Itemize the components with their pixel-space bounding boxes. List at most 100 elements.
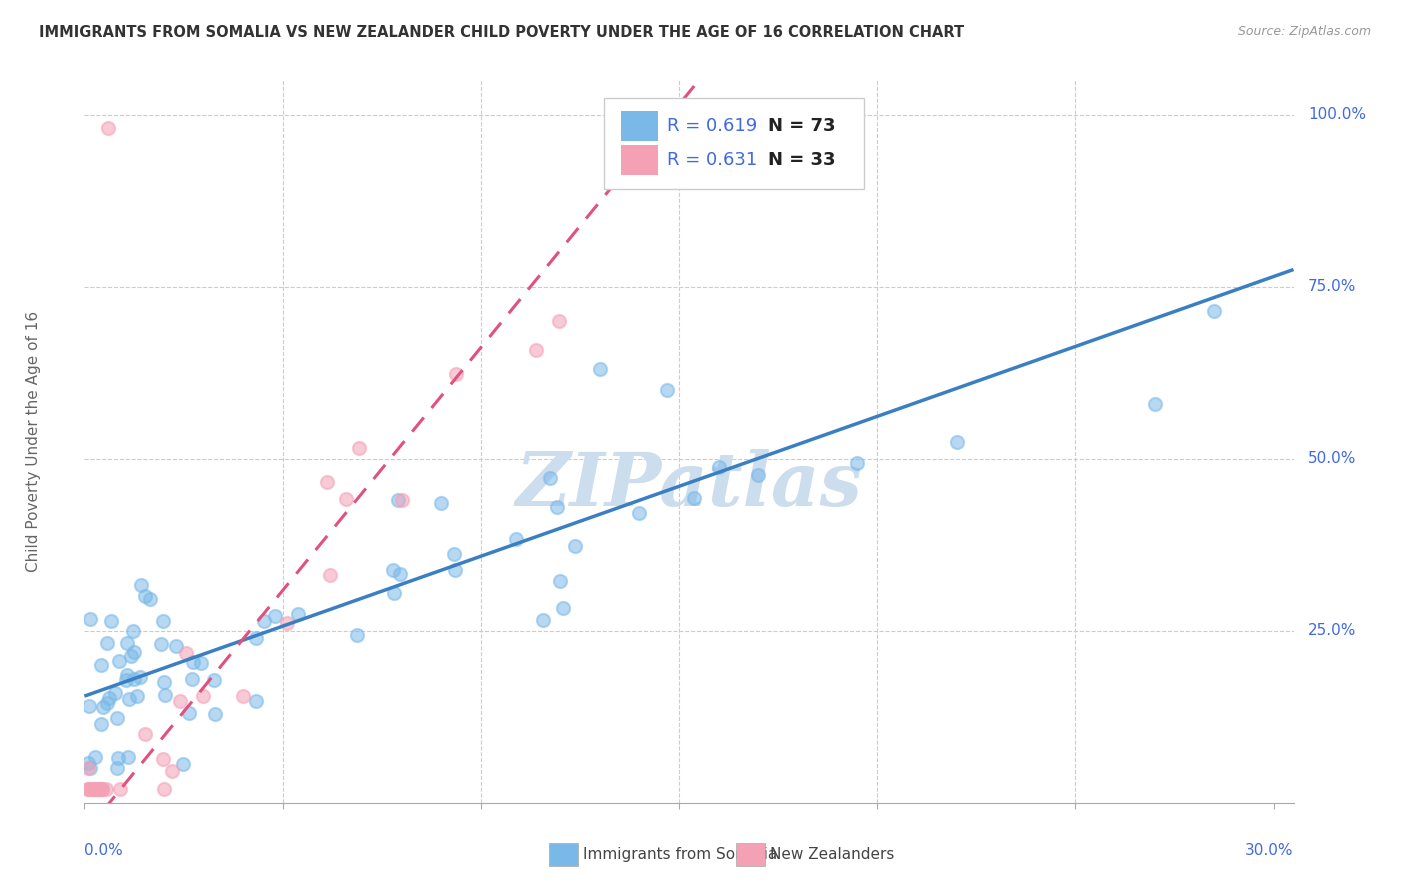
Point — [707, 460, 730, 475]
Point — [84, 782, 107, 797]
Text: Immigrants from Somalia: Immigrants from Somalia — [582, 847, 776, 863]
Point — [104, 686, 127, 700]
Point — [548, 314, 571, 328]
Point — [82, 782, 104, 797]
Text: R = 0.619: R = 0.619 — [668, 117, 758, 135]
Point — [100, 614, 122, 628]
Point — [139, 592, 162, 607]
Point — [89, 782, 111, 797]
Point — [77, 756, 100, 770]
Point — [546, 500, 568, 514]
Point — [87, 782, 110, 797]
Point — [79, 782, 101, 797]
Point — [683, 491, 706, 505]
Point — [335, 492, 357, 507]
Point — [190, 656, 212, 670]
Point — [121, 624, 143, 639]
Point — [382, 586, 405, 600]
Point — [315, 475, 337, 490]
Point — [165, 639, 187, 653]
Point — [97, 691, 120, 706]
Point — [346, 628, 368, 642]
FancyBboxPatch shape — [621, 111, 658, 141]
Point — [79, 611, 101, 625]
Point — [87, 782, 110, 797]
Point — [77, 782, 100, 797]
Point — [181, 655, 204, 669]
Text: 100.0%: 100.0% — [1308, 107, 1367, 122]
FancyBboxPatch shape — [548, 843, 578, 866]
Text: N = 33: N = 33 — [768, 151, 835, 169]
FancyBboxPatch shape — [737, 843, 765, 866]
Point — [152, 752, 174, 766]
Text: 75.0%: 75.0% — [1308, 279, 1357, 294]
Point — [443, 548, 465, 562]
Point — [264, 609, 287, 624]
Point — [118, 692, 141, 706]
Point — [114, 673, 136, 687]
Point — [79, 761, 101, 775]
Point — [129, 578, 152, 592]
Point — [160, 764, 183, 778]
Point — [105, 711, 128, 725]
Text: 25.0%: 25.0% — [1308, 624, 1357, 639]
Point — [387, 492, 409, 507]
Text: New Zealanders: New Zealanders — [770, 847, 894, 863]
Point — [96, 636, 118, 650]
Point — [1204, 304, 1226, 318]
Point — [628, 506, 651, 520]
Point — [117, 668, 139, 682]
Point — [531, 613, 554, 627]
Point — [107, 751, 129, 765]
Point — [846, 456, 869, 470]
Point — [90, 658, 112, 673]
Point — [91, 699, 114, 714]
Point — [564, 540, 586, 554]
Point — [128, 669, 150, 683]
Point — [84, 782, 107, 797]
Point — [548, 574, 571, 588]
Point — [153, 674, 176, 689]
Text: N = 73: N = 73 — [768, 117, 835, 135]
Point — [107, 655, 129, 669]
Point — [945, 434, 967, 449]
Text: 50.0%: 50.0% — [1308, 451, 1357, 467]
Text: Source: ZipAtlas.com: Source: ZipAtlas.com — [1237, 25, 1371, 38]
Text: R = 0.631: R = 0.631 — [668, 151, 758, 169]
Point — [443, 563, 465, 577]
Point — [430, 496, 453, 510]
Text: IMMIGRANTS FROM SOMALIA VS NEW ZEALANDER CHILD POVERTY UNDER THE AGE OF 16 CORRE: IMMIGRANTS FROM SOMALIA VS NEW ZEALANDER… — [39, 25, 965, 40]
Point — [253, 614, 276, 628]
Point — [169, 694, 191, 708]
Point — [134, 589, 156, 603]
Text: ZIPatlas: ZIPatlas — [516, 449, 862, 521]
Point — [505, 533, 527, 547]
Point — [551, 601, 574, 615]
Point — [172, 756, 194, 771]
Point — [120, 648, 142, 663]
Point — [319, 567, 342, 582]
Text: Child Poverty Under the Age of 16: Child Poverty Under the Age of 16 — [27, 311, 41, 572]
Point — [174, 646, 197, 660]
Point — [127, 689, 149, 703]
Point — [149, 637, 172, 651]
Point — [134, 727, 156, 741]
Point — [83, 782, 105, 797]
Point — [747, 468, 769, 483]
Point — [90, 716, 112, 731]
Point — [152, 782, 174, 797]
Point — [77, 761, 100, 775]
Point — [77, 782, 100, 797]
Point — [245, 631, 267, 645]
Point — [77, 699, 100, 714]
Point — [105, 761, 128, 775]
Point — [589, 362, 612, 376]
Point — [191, 689, 214, 703]
Point — [524, 343, 547, 357]
Point — [117, 750, 139, 764]
Point — [204, 707, 226, 722]
Text: 30.0%: 30.0% — [1246, 843, 1294, 857]
FancyBboxPatch shape — [621, 145, 658, 175]
Point — [110, 782, 132, 797]
Point — [245, 693, 267, 707]
